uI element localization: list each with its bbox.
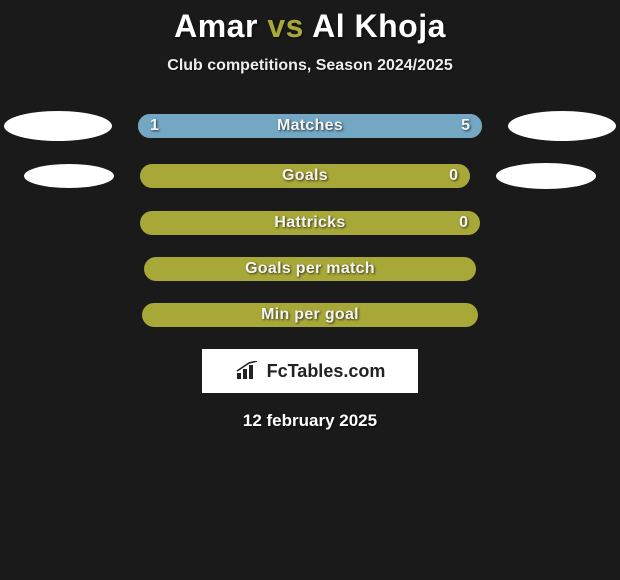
stat-label: Goals [140, 164, 470, 188]
stat-value-right: 0 [449, 164, 458, 188]
stat-value-right: 0 [459, 211, 468, 235]
logo-chart-icon [235, 361, 261, 381]
page-title: Amar vs Al Khoja [0, 8, 620, 45]
vs-label: vs [267, 8, 304, 44]
subtitle: Club competitions, Season 2024/2025 [0, 57, 620, 75]
stat-row: Goals0 [0, 163, 620, 189]
stat-value-left: 1 [150, 114, 159, 138]
player2-oval [508, 111, 616, 141]
stat-bar: Goals per match [144, 257, 476, 281]
stat-label: Min per goal [142, 303, 478, 327]
stat-row: Min per goal [0, 303, 620, 327]
date-label: 12 february 2025 [0, 411, 620, 431]
stats-list: Matches15Goals0Hattricks0Goals per match… [0, 111, 620, 327]
stat-label: Goals per match [144, 257, 476, 281]
comparison-card: Amar vs Al Khoja Club competitions, Seas… [0, 0, 620, 431]
stat-bar: Hattricks0 [140, 211, 480, 235]
stat-row: Hattricks0 [0, 211, 620, 235]
stat-bar: Goals0 [140, 164, 470, 188]
stat-value-right: 5 [461, 114, 470, 138]
logo-box: FcTables.com [202, 349, 418, 393]
fctables-logo: FcTables.com [235, 361, 386, 382]
player1-name: Amar [174, 8, 258, 44]
player1-oval [24, 164, 114, 188]
stat-label: Hattricks [140, 211, 480, 235]
stat-bar: Matches1 5 [138, 114, 482, 138]
stat-label: Matches [138, 114, 482, 138]
player1-oval [4, 111, 112, 141]
player2-name: Al Khoja [312, 8, 446, 44]
player2-oval [496, 163, 596, 189]
logo-text: FcTables.com [267, 361, 386, 382]
stat-bar: Min per goal [142, 303, 478, 327]
stat-row: Goals per match [0, 257, 620, 281]
stat-row: Matches1 5 [0, 111, 620, 141]
